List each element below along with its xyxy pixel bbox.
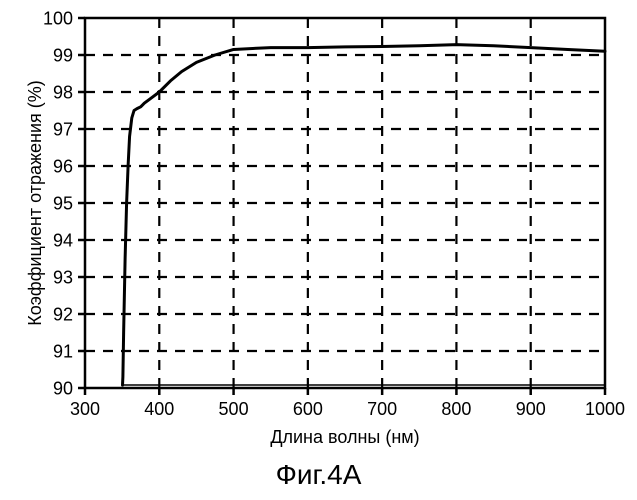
y-tick-label: 94 [53,230,73,250]
x-axis-label: Длина волны (нм) [270,427,419,447]
x-tick-label: 600 [293,399,323,419]
x-tick-label: 400 [144,399,174,419]
figure-frame: 300 400 500 600 700 800 900 1000 90 91 92 93 94 95 96 9… [0,0,637,500]
x-tick-label: 300 [70,399,100,419]
y-tick-label: 98 [53,82,73,102]
y-tick-label: 92 [53,304,73,324]
figure-caption: Фиг.4A [0,459,637,491]
y-axis-label: Коэффициент отражения (%) [25,80,45,326]
y-tick-label: 100 [43,8,73,28]
x-tick-label: 500 [219,399,249,419]
y-tick-label: 93 [53,267,73,287]
chart-svg: 300 400 500 600 700 800 900 1000 90 91 92 93 94 95 96 9… [0,0,637,460]
y-tick-label: 97 [53,119,73,139]
y-tick-label: 96 [53,156,73,176]
x-tick-label: 700 [367,399,397,419]
x-tick-label: 800 [441,399,471,419]
x-tick-label: 1000 [585,399,625,419]
y-tick-label: 90 [53,378,73,398]
y-tick-label: 95 [53,193,73,213]
y-tick-label: 99 [53,45,73,65]
y-tick-label: 91 [53,341,73,361]
x-tick-label: 900 [516,399,546,419]
